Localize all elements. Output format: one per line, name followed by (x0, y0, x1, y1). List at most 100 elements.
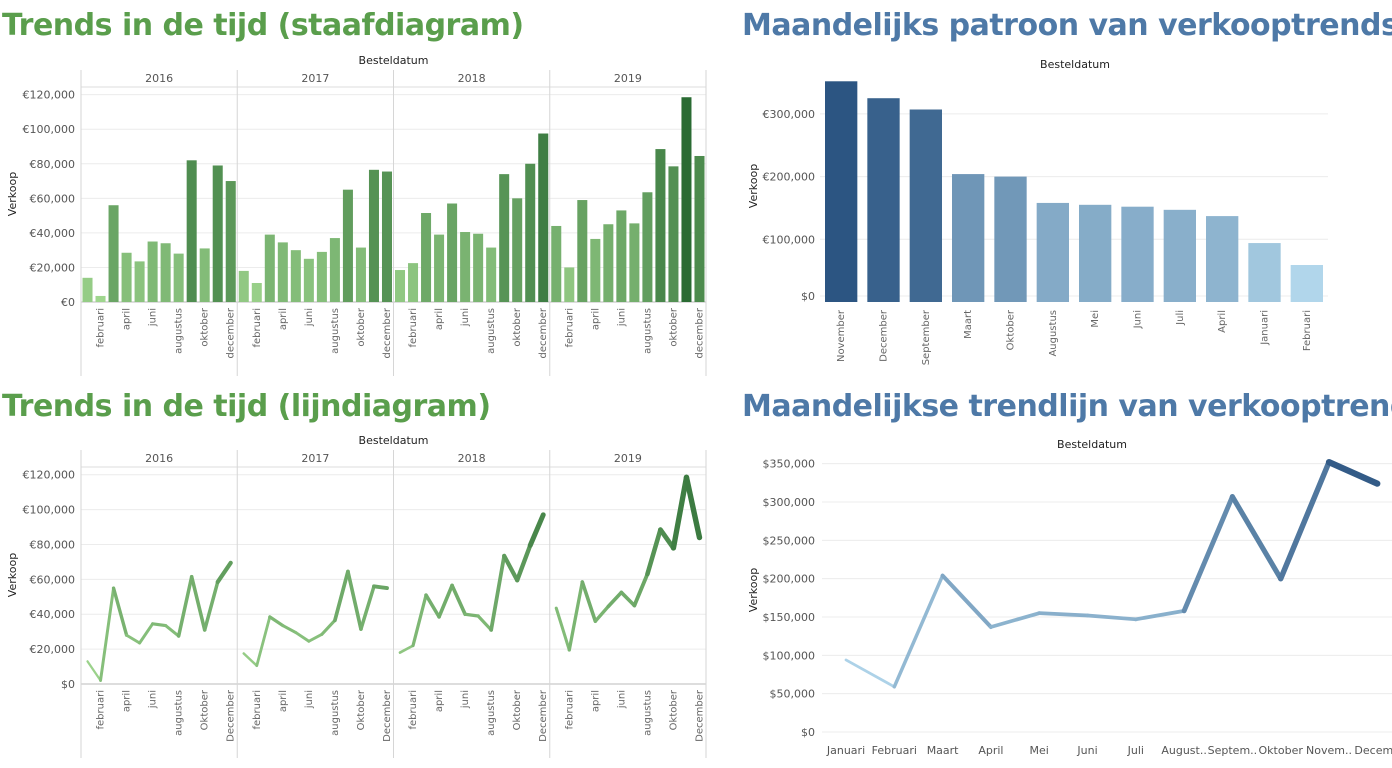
yearly_bar-month-tick-label: juni (460, 308, 471, 327)
bar-2019-month-9 (655, 149, 666, 302)
line-segment-2018-7 (476, 614, 493, 632)
yearly_bar-month-tick-label: juni (616, 308, 627, 327)
yearly_line-y-tick-label: €80,000 (30, 538, 76, 551)
monthly_line-y-tick-label: $150,000 (763, 611, 816, 624)
bar-2016-month-3 (108, 205, 119, 302)
bar-november (825, 81, 858, 302)
monthly_bar-y-tick-label: $0 (801, 290, 815, 303)
bar-oktober (994, 176, 1027, 302)
line-segment-3 (940, 573, 993, 629)
bar-april (1206, 216, 1239, 302)
line-segment-2017-9 (346, 569, 363, 631)
monthly_bar-x-tick-label: Juni (1133, 310, 1144, 329)
yearly_bar-month-tick-label: juni (148, 308, 159, 327)
line-segment-2018-10 (515, 543, 533, 583)
bar-2019-month-2 (564, 267, 575, 302)
yearly_bar-header: Besteldatum (359, 54, 429, 67)
yearly_line-header: Besteldatum (359, 434, 429, 447)
line-segment-2019-5 (606, 590, 624, 609)
bar-juli (1163, 209, 1196, 302)
monthly_bar-x-tick-label: Maart (963, 310, 974, 339)
yearly_line-month-tick-label: juni (148, 690, 159, 709)
title-monthly-line: Maandelijkse trendlijn van verkooptrends (742, 389, 1392, 424)
yearly_bar-month-tick-label: augustus (330, 308, 341, 354)
yearly_bar-month-tick-label: februari (96, 308, 107, 348)
bar-2016-month-6 (147, 241, 158, 302)
bar-2019-month-8 (642, 192, 653, 302)
bar-2016-month-7 (160, 243, 171, 302)
line-segment-8 (1181, 494, 1235, 614)
yearly_bar-month-tick-label: april (590, 308, 601, 330)
line-segment-5 (1037, 611, 1090, 618)
line-segment-2017-6 (307, 632, 324, 643)
bar-2016-month-10 (199, 248, 210, 302)
bar-december (867, 98, 900, 302)
bar-2016-month-2 (95, 295, 106, 302)
line-segment-2016-11 (215, 560, 233, 585)
line-segment-2019-8 (645, 527, 663, 577)
yearly_line-month-tick-label: april (122, 690, 133, 712)
line-segment-2019-10 (670, 474, 690, 551)
monthly_line-y-tick-label: $350,000 (763, 458, 816, 471)
line-segment-2016-10 (202, 580, 220, 632)
bar-2017-month-3 (264, 234, 275, 302)
bar-2018-month-4 (434, 234, 445, 302)
bar-2018-month-9 (499, 174, 510, 302)
line-segment-2016-9 (189, 574, 207, 632)
yearly_line-month-tick-label: December (226, 689, 237, 742)
bar-2019-month-7 (629, 223, 640, 302)
yearly_bar-year-label: 2016 (145, 72, 173, 85)
yearly_line-year-label: 2017 (301, 452, 329, 465)
bar-2017-month-12 (381, 171, 392, 302)
line-segment-6 (1085, 613, 1138, 622)
monthly_line-y-axis-label: Verkoop (747, 568, 760, 612)
yearly_bar-month-tick-label: oktober (512, 307, 523, 346)
line-segment-9 (1229, 494, 1284, 582)
yearly_bar-month-tick-label: februari (408, 308, 419, 348)
yearly_line-year-label: 2018 (458, 452, 486, 465)
yearly_line-y-tick-label: €40,000 (30, 608, 76, 621)
line-segment-2018-5 (450, 583, 467, 617)
line-segment-2019-9 (658, 527, 676, 551)
yearly_line-month-tick-label: februari (96, 690, 107, 730)
bar-2018-month-2 (408, 263, 419, 302)
yearly_bar-month-tick-label: augustus (174, 308, 185, 354)
monthly_line-x-tick-label: Januari (826, 744, 865, 757)
yearly_line-month-tick-label: Oktober (668, 689, 679, 730)
yearly_bar-month-tick-label: oktober (668, 307, 679, 346)
bar-2017-month-11 (368, 169, 379, 302)
line-segment-2016-8 (176, 574, 194, 638)
monthly_bar-x-tick-label: April (1217, 310, 1228, 333)
yearly_bar-y-tick-label: €80,000 (30, 158, 76, 171)
line-segment-4 (989, 611, 1042, 629)
monthly_line-x-tick-label: Februari (872, 744, 917, 757)
bar-2019-month-4 (590, 238, 601, 302)
bar-2018-month-6 (460, 232, 471, 302)
bar-januari (1248, 243, 1281, 302)
yearly_bar-y-tick-label: €20,000 (30, 261, 76, 274)
monthly_line-x-tick-label: Juni (1076, 744, 1097, 757)
monthly_line-x-tick-label: April (978, 744, 1003, 757)
bar-2018-month-3 (421, 213, 432, 302)
yearly_bar-y-axis-label: Verkoop (6, 172, 19, 216)
line-segment-2018-8 (489, 553, 507, 632)
line-segment-2016-7 (164, 624, 181, 638)
bar-2019-month-12 (694, 155, 705, 302)
monthly_bar-y-axis-label: Verkoop (747, 164, 760, 208)
monthly_line-x-tick-label: Decem.. (1354, 744, 1392, 757)
yearly_line-month-tick-label: augustus (642, 690, 653, 736)
yearly_line-month-tick-label: april (434, 690, 445, 712)
yearly_line-month-tick-label: april (278, 690, 289, 712)
monthly_bar-y-tick-label: €300,000 (763, 108, 816, 121)
yearly_line-month-tick-label: Oktober (200, 689, 211, 730)
bar-2018-month-11 (525, 163, 536, 302)
line-segment-2017-11 (372, 584, 389, 591)
monthly_line-y-tick-label: $50,000 (770, 688, 816, 701)
yearly_bar-month-tick-label: april (278, 308, 289, 330)
yearly_bar-month-tick-label: oktober (200, 307, 211, 346)
bar-2016-month-1 (82, 277, 93, 302)
yearly_bar-y-tick-label: €0 (61, 296, 75, 309)
monthly_line-y-tick-label: $200,000 (763, 573, 816, 586)
line-segment-2017-7 (320, 618, 337, 636)
yearly_bar-month-tick-label: februari (252, 308, 263, 348)
